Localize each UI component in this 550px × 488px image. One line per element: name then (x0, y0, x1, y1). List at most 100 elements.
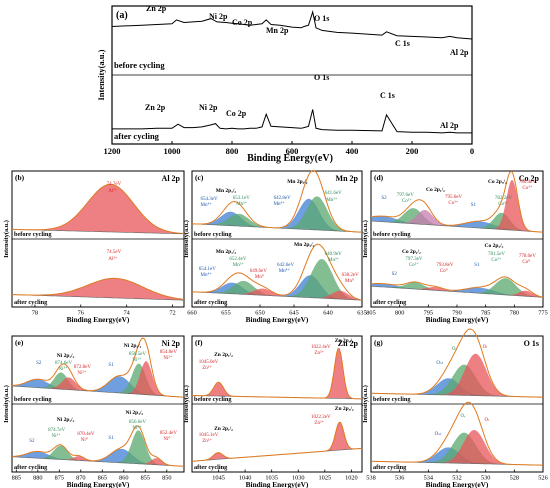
peak-label: 780.4eV (519, 180, 536, 185)
background-line (370, 220, 544, 233)
panel-tick-label: 528 (510, 475, 519, 482)
peak-label: Co³⁺ (522, 185, 532, 191)
panel-tick-label: 650 (255, 310, 264, 317)
panel-tick-label: 860 (119, 475, 128, 482)
peak-label: 1022.2eV (311, 415, 331, 420)
peak-label: Ni 2p₁/₂ (57, 353, 75, 359)
panel-xlabel: Binding Energy(eV) (426, 480, 489, 488)
panel-a-annotation: Al 2p (450, 48, 469, 57)
panel-tick-label: 1045 (212, 475, 225, 482)
peak-label: S2 (392, 272, 398, 277)
peak-label: 1045.0eV (199, 360, 219, 365)
peak-label: Oₛₜ (435, 432, 442, 437)
panel-tick-label: 875 (55, 475, 64, 482)
panel-c: (c) Mn 2p 660 655 650 645 640 635 Binding Energy… (183, 169, 367, 324)
peak-label: 74.5eV (107, 250, 122, 255)
panel-xlabel: Binding Energy(eV) (67, 480, 130, 488)
fit-component (371, 216, 543, 233)
peak-label: 649.6eV (250, 269, 267, 274)
panel-tick-label: 880 (33, 475, 42, 482)
panel-xlabel: Binding Energy(eV) (246, 480, 309, 488)
peak-label: Zn²⁺ (202, 438, 212, 444)
peak-label: 872.8eV (74, 365, 91, 370)
panel-tick-label: 532 (452, 475, 461, 482)
panel-tick-label: 775 (538, 310, 547, 317)
envelope-line (12, 425, 185, 467)
panel-label-after: after cycling (14, 464, 48, 471)
peak-label: 642.8eV (274, 196, 291, 201)
panel-xlabel: Binding Energy(eV) (246, 315, 309, 324)
peak-label: S2 (36, 361, 42, 366)
fit-component (192, 213, 362, 233)
peak-label: 652.4eV (229, 257, 246, 262)
peak-label: 640.9eV (325, 252, 342, 257)
envelope-line (370, 276, 544, 298)
panel-label: (g) (374, 338, 383, 347)
panel-tick-label: 855 (141, 475, 150, 482)
peak-label: Ni 2p₃/₂ (124, 343, 142, 349)
panel-label-before: before cycling (373, 231, 411, 238)
panel-tick-label: 780 (510, 310, 519, 317)
background-line (11, 456, 185, 467)
panel-a-ylabel: Intensity(a.u.) (96, 49, 106, 100)
fit-component (371, 180, 543, 233)
panel-d: (d) Co 2p 805 800 795 790 785 780 775 Binding Ene… (362, 170, 548, 324)
panel-tick-label: 1040 (239, 475, 252, 482)
fit-component (12, 361, 184, 398)
peak-label: Mn 2p₁/₂ (216, 249, 237, 255)
fit-component (12, 372, 184, 398)
fit-component (12, 445, 184, 467)
peak-label: Al³⁺ (108, 256, 117, 262)
panel-tick-label: 530 (481, 475, 490, 482)
panel-label-after: after cycling (373, 464, 407, 471)
panel-label: (e) (15, 338, 24, 347)
panel-a-tick-label: 1000 (164, 146, 181, 156)
panel-a-annotation: Zn 2p (146, 4, 167, 13)
peak-label: Mn⁴⁺ (274, 201, 286, 207)
fit-component (371, 430, 543, 466)
panel-tick-label: 1025 (319, 475, 332, 482)
peak-label: Ni³⁺ (132, 357, 141, 363)
panel-a-tick-label: 800 (226, 146, 239, 156)
panel-a-annotation: Ni 2p (199, 103, 218, 112)
panel-tick-label: 645 (289, 310, 298, 317)
fit-component (371, 432, 543, 466)
peak-label: Ni²⁺ (163, 355, 172, 361)
panel-ylabel: Intensity(a.u.) (183, 220, 190, 258)
panel-tick-label: 74 (124, 310, 131, 317)
peak-label: 854.8eV (160, 350, 177, 355)
panel-a-annotation: Co 2p (226, 109, 247, 118)
peak-label: Co²⁺ (409, 262, 419, 268)
peak-label: 642.6eV (277, 263, 294, 268)
panel-title: Ni 2p (162, 339, 181, 348)
panel-label-before: before cycling (14, 396, 52, 403)
peak-label: Co³⁺ (448, 200, 458, 206)
panel-tick-label: 865 (98, 475, 107, 482)
peak-label: Mn³⁺ (326, 197, 337, 203)
peak-label: 870.4eV (77, 432, 94, 437)
panel-label-before: before cycling (194, 396, 232, 403)
peak-label: Co²⁺ (498, 201, 508, 207)
peak-label: Mn³⁺ (328, 257, 339, 263)
panel-a-tick-label: 200 (406, 146, 419, 156)
peak-label: Mn⁴⁺ (201, 272, 213, 278)
panel-a-annotation: O 1s (314, 14, 329, 23)
panel-a-xlabel: Binding Energy(eV) (247, 153, 333, 164)
panel-a-tick-label: 400 (346, 146, 359, 156)
panel-a-series-line (112, 109, 472, 134)
peak-label: Al³⁺ (108, 188, 117, 194)
peak-label: 654.3eV (201, 197, 218, 202)
fit-component (371, 364, 543, 398)
panel-a-annotation: Zn 2p (145, 103, 166, 112)
panel-a-label-after: after cycling (114, 131, 160, 141)
panel-tick-label: 76 (78, 310, 84, 317)
panel-tick-label: 1020 (345, 475, 358, 482)
peak-label: 74.7eV (107, 182, 122, 187)
panel-tick-label: 795 (424, 310, 433, 317)
panel-label-before: before cycling (194, 231, 232, 238)
panel-a-annotation: Al 2p (440, 121, 459, 130)
background-line (370, 285, 544, 298)
fit-component (371, 283, 543, 298)
panel-a-label-before: before cycling (114, 60, 165, 70)
panel-a-annotation: Mn 2p (266, 26, 289, 35)
